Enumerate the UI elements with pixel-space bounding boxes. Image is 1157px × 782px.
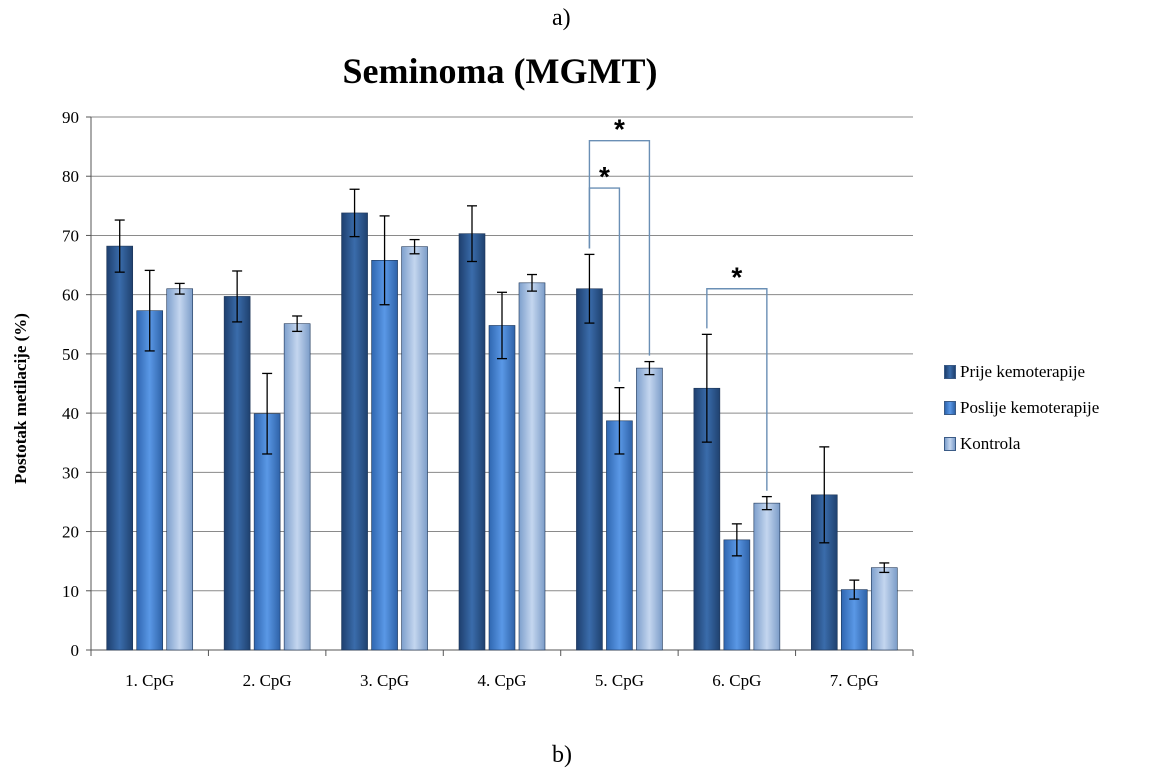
y-tick-label: 40	[62, 404, 79, 423]
y-tick-label: 30	[62, 463, 79, 482]
y-tick-label: 50	[62, 345, 79, 364]
legend-label: Poslije kemoterapije	[960, 398, 1100, 417]
significance-marker: *	[599, 161, 610, 192]
bar	[136, 310, 164, 651]
x-tick-label: 4. CpG	[477, 671, 526, 690]
legend-swatch	[944, 437, 956, 451]
y-tick-label: 90	[62, 108, 79, 127]
bar	[283, 323, 311, 651]
y-tick-label: 0	[71, 641, 80, 660]
chart-title: Seminoma (MGMT)	[342, 51, 658, 91]
significance-marker: *	[614, 114, 625, 145]
x-tick-label: 3. CpG	[360, 671, 409, 690]
chart-legend: Prije kemoterapije Poslije kemoterapije …	[944, 354, 1099, 462]
bar	[401, 246, 428, 651]
bar	[488, 325, 516, 651]
y-tick-label: 80	[62, 167, 79, 186]
x-tick-label: 7. CpG	[830, 671, 879, 690]
x-tick-label: 5. CpG	[595, 671, 644, 690]
legend-label: Prije kemoterapije	[960, 362, 1086, 381]
significance-marker: *	[731, 262, 742, 293]
bar	[341, 212, 368, 651]
x-tick-label: 2. CpG	[243, 671, 292, 690]
bar	[518, 282, 546, 651]
bar	[870, 567, 898, 651]
bar	[223, 296, 251, 651]
bar	[166, 288, 194, 651]
legend-swatch	[944, 401, 956, 415]
legend-label: Kontrola	[960, 434, 1021, 453]
y-axis-label: Postotak metilacije (%)	[11, 313, 30, 484]
bar	[576, 288, 603, 651]
caption-top: a)	[552, 5, 571, 31]
bar	[723, 539, 751, 651]
y-tick-label: 20	[62, 523, 79, 542]
significance-bracket	[588, 139, 651, 356]
caption-bottom: b)	[552, 742, 572, 768]
bar	[371, 260, 398, 651]
bar	[106, 245, 134, 651]
bar	[636, 367, 663, 651]
legend-item: Kontrola	[944, 426, 1099, 462]
significance-bracket	[706, 288, 768, 491]
legend-item: Prije kemoterapije	[944, 354, 1099, 390]
bar	[753, 502, 781, 651]
bar	[606, 420, 633, 651]
x-tick-label: 1. CpG	[125, 671, 174, 690]
y-tick-label: 60	[62, 286, 79, 305]
legend-item: Poslije kemoterapije	[944, 390, 1099, 426]
y-tick-label: 10	[62, 582, 79, 601]
bar	[458, 233, 486, 651]
legend-swatch	[944, 365, 956, 379]
x-tick-label: 6. CpG	[712, 671, 761, 690]
y-tick-label: 70	[62, 226, 79, 245]
